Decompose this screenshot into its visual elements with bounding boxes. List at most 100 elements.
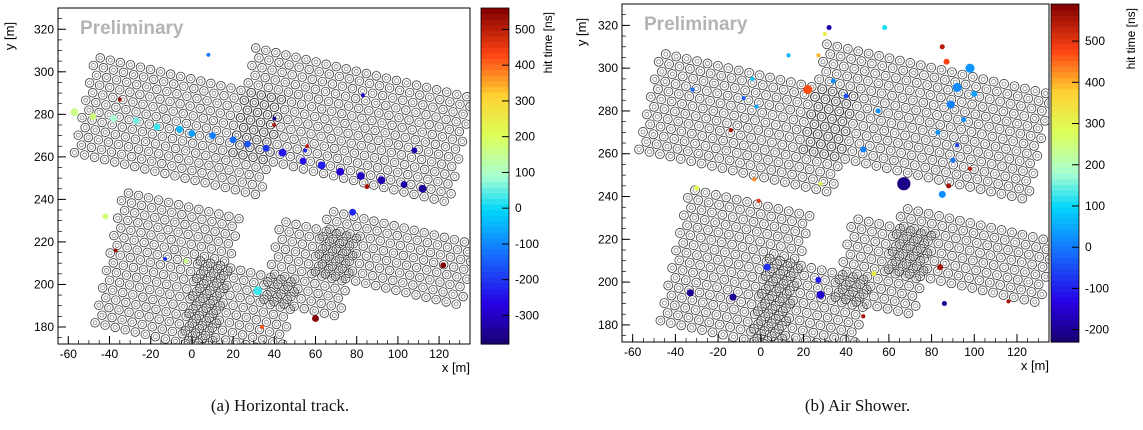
detector-tank-pmt (798, 82, 804, 87)
detector-tank-pmt (338, 138, 344, 144)
detector-tank (147, 322, 157, 332)
detector-tank (316, 104, 327, 114)
detector-tank-pmt (977, 277, 982, 283)
detector-tank-pmt (808, 265, 814, 271)
detector-tank-pmt (818, 322, 823, 328)
detector-tank (348, 175, 359, 186)
detector-tank-pmt (163, 143, 168, 149)
detector-tank (187, 138, 198, 148)
detector-tank-pmt (914, 80, 920, 86)
detector-tank-pmt (275, 281, 281, 287)
detector-tank (889, 128, 900, 138)
detector-tank-pmt (404, 262, 409, 268)
y-tick-label: 200 (598, 275, 618, 289)
detector-tank (89, 152, 100, 162)
detector-tank (656, 94, 667, 105)
detector-tank (159, 242, 169, 252)
detector-tank-pmt (180, 138, 185, 144)
detector-tank (830, 292, 841, 302)
detector-tank-pmt (840, 119, 845, 124)
detector-tank (681, 81, 691, 92)
detector-tank (94, 107, 104, 118)
detector-tank (217, 172, 227, 183)
detector-tank (188, 291, 198, 301)
detector-tank-pmt (350, 268, 355, 274)
detector-tank (101, 293, 111, 303)
detector-tank (707, 207, 717, 218)
detector-tank-pmt (411, 192, 417, 197)
detector-tank-pmt (784, 97, 790, 103)
detector-tank (165, 96, 175, 107)
x-tick-label: 60 (309, 347, 323, 361)
detector-tank (239, 122, 249, 133)
detector-tank (204, 206, 214, 217)
detector-tank (936, 248, 947, 259)
detector-tank (683, 146, 693, 157)
detector-tank-pmt (883, 73, 888, 79)
detector-tank (791, 305, 802, 316)
detector-tank-pmt (200, 143, 205, 148)
detector-tank (897, 93, 908, 103)
detector-tank-pmt (230, 150, 236, 155)
detector-tank-pmt (959, 99, 965, 105)
detector-tank (780, 330, 791, 341)
detector-tank (240, 187, 251, 197)
detector-tank-pmt (842, 156, 848, 162)
detector-tank-pmt (703, 116, 709, 121)
detector-tank (921, 135, 931, 145)
detector-tank (145, 257, 156, 268)
detector-tank (872, 105, 883, 116)
detector-tank-pmt (976, 121, 982, 127)
detector-tank (934, 147, 945, 158)
detector-tank (104, 110, 114, 120)
x-tick-label: 20 (226, 347, 240, 361)
detector-tank-pmt (109, 149, 114, 155)
detector-tank-pmt (414, 265, 419, 270)
detector-tank-pmt (922, 165, 928, 170)
detector-tank-pmt (399, 125, 405, 130)
detector-tank (252, 342, 260, 344)
detector-tank-pmt (723, 148, 729, 153)
detector-tank-pmt (893, 271, 898, 277)
detector-tank-pmt (109, 315, 115, 320)
detector-tank-pmt (735, 289, 741, 295)
detector-tank (667, 69, 678, 79)
detector-tank-pmt (971, 166, 977, 172)
detector-tank-pmt (286, 229, 292, 235)
detector-tank-pmt (960, 255, 965, 261)
detector-tank-pmt (772, 331, 778, 336)
detector-tank-pmt (671, 136, 677, 142)
detector-tank-pmt (925, 238, 931, 244)
detector-tank-pmt (663, 51, 669, 57)
detector-tank-pmt (239, 179, 245, 185)
color-bar-segment (481, 97, 509, 104)
detector-tank-pmt (326, 266, 332, 271)
detector-tank (788, 114, 799, 125)
detector-tank (286, 124, 296, 135)
detector-tank-pmt (397, 88, 402, 93)
detector-tank-pmt (424, 267, 430, 273)
detector-tank (125, 60, 136, 70)
detector-tank-pmt (370, 273, 375, 279)
detector-tank (917, 152, 927, 163)
detector-tank (900, 130, 910, 141)
detector-tank-pmt (1043, 274, 1049, 280)
detector-tank-pmt (763, 341, 766, 342)
z-tick-label: 0 (1085, 240, 1092, 254)
detector-tank (749, 309, 760, 320)
detector-tank (705, 262, 716, 273)
detector-tank-pmt (226, 167, 232, 173)
detector-tank (710, 190, 721, 200)
detector-tank (317, 259, 328, 269)
detector-tank (956, 280, 967, 291)
detector-tank (158, 104, 168, 114)
detector-tank (748, 216, 759, 227)
detector-tank-pmt (936, 213, 942, 219)
detector-tank (447, 161, 457, 172)
detector-tank (988, 104, 998, 114)
detector-tank (736, 296, 747, 307)
detector-tank (840, 153, 851, 164)
detector-tank-pmt (790, 144, 796, 150)
detector-tank-pmt (433, 114, 439, 120)
detector-tank-pmt (911, 254, 916, 259)
